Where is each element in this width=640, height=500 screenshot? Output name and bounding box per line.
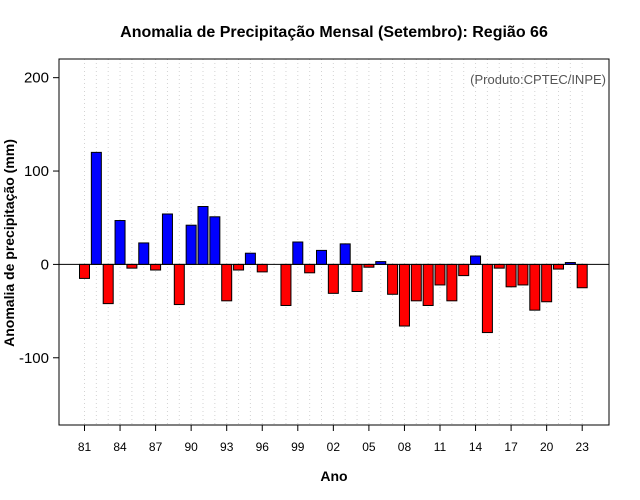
x-tick-label: 23 xyxy=(576,440,590,454)
bar-2019 xyxy=(529,263,541,311)
bar-2007 xyxy=(387,263,399,295)
bar-1983 xyxy=(102,263,114,305)
x-tick-label: 08 xyxy=(398,440,412,454)
plot-frame xyxy=(58,58,610,426)
x-tick-label: 20 xyxy=(540,440,554,454)
x-tick-label: 87 xyxy=(149,440,163,454)
x-tick-label: 99 xyxy=(291,440,305,454)
bar-2021 xyxy=(553,263,564,270)
bar-1981 xyxy=(79,263,90,279)
chart-annotation: (Produto:CPTEC/INPE) xyxy=(470,72,606,87)
x-tick-label: 90 xyxy=(184,440,198,454)
y-axis: -100 0 100 200 xyxy=(19,70,59,367)
x-tick-label: 14 xyxy=(469,440,483,454)
x-tick-label: 11 xyxy=(434,440,447,454)
bar-1990 xyxy=(185,224,197,265)
bar-1985 xyxy=(126,263,138,269)
y-tick-label: -100 xyxy=(19,350,49,367)
bar-1994 xyxy=(233,263,245,271)
bar-1996 xyxy=(256,263,268,273)
bar-1987 xyxy=(150,263,162,271)
x-tick-label: 93 xyxy=(220,440,234,454)
bar-1982 xyxy=(90,151,102,265)
bar-2013 xyxy=(458,263,470,277)
bar-2010 xyxy=(422,263,434,306)
bar-2017 xyxy=(505,263,517,288)
bar-2001 xyxy=(316,249,327,265)
x-tick-label: 02 xyxy=(327,440,341,454)
bar-2002 xyxy=(327,263,339,294)
bar-1992 xyxy=(209,216,221,265)
bars xyxy=(79,151,588,334)
y-tick-label: 100 xyxy=(24,163,49,180)
bar-2023 xyxy=(576,263,588,289)
bar-1986 xyxy=(138,242,150,265)
bar-1991 xyxy=(197,206,209,265)
bar-2003 xyxy=(339,243,351,265)
y-axis-title: Anomalia de precipitação (mm) xyxy=(1,139,17,347)
bar-2014 xyxy=(470,255,482,265)
bar-2015 xyxy=(481,263,493,334)
bar-2016 xyxy=(493,263,505,269)
x-axis: 81 84 87 90 93 96 99 02 05 08 11 14 17 20 23 xyxy=(78,425,589,454)
chart-title: Anomalia de Precipitação Mensal (Setembr… xyxy=(120,24,548,41)
x-axis-title: Ano xyxy=(320,468,347,484)
bar-1988 xyxy=(161,213,173,265)
x-tick-label: 81 xyxy=(78,440,92,454)
bar-2011 xyxy=(434,263,446,286)
bar-1989 xyxy=(173,263,185,306)
bar-2000 xyxy=(304,263,316,274)
bar-1993 xyxy=(221,263,233,302)
y-tick-label: 0 xyxy=(41,256,49,273)
x-tick-label: 17 xyxy=(504,440,518,454)
bar-1995 xyxy=(244,252,256,265)
x-tick-label: 05 xyxy=(362,440,376,454)
bar-2018 xyxy=(517,263,529,286)
bar-2012 xyxy=(446,263,458,302)
grid-lines xyxy=(84,59,583,425)
bar-2009 xyxy=(410,263,422,302)
bar-1984 xyxy=(114,220,126,265)
bar-1998 xyxy=(280,263,292,306)
bar-2020 xyxy=(541,263,553,303)
bar-2008 xyxy=(398,263,410,327)
x-tick-label: 96 xyxy=(256,440,270,454)
bar-2004 xyxy=(351,263,363,292)
bar-1999 xyxy=(292,241,304,265)
y-tick-label: 200 xyxy=(24,70,49,87)
x-tick-label: 84 xyxy=(113,440,127,454)
